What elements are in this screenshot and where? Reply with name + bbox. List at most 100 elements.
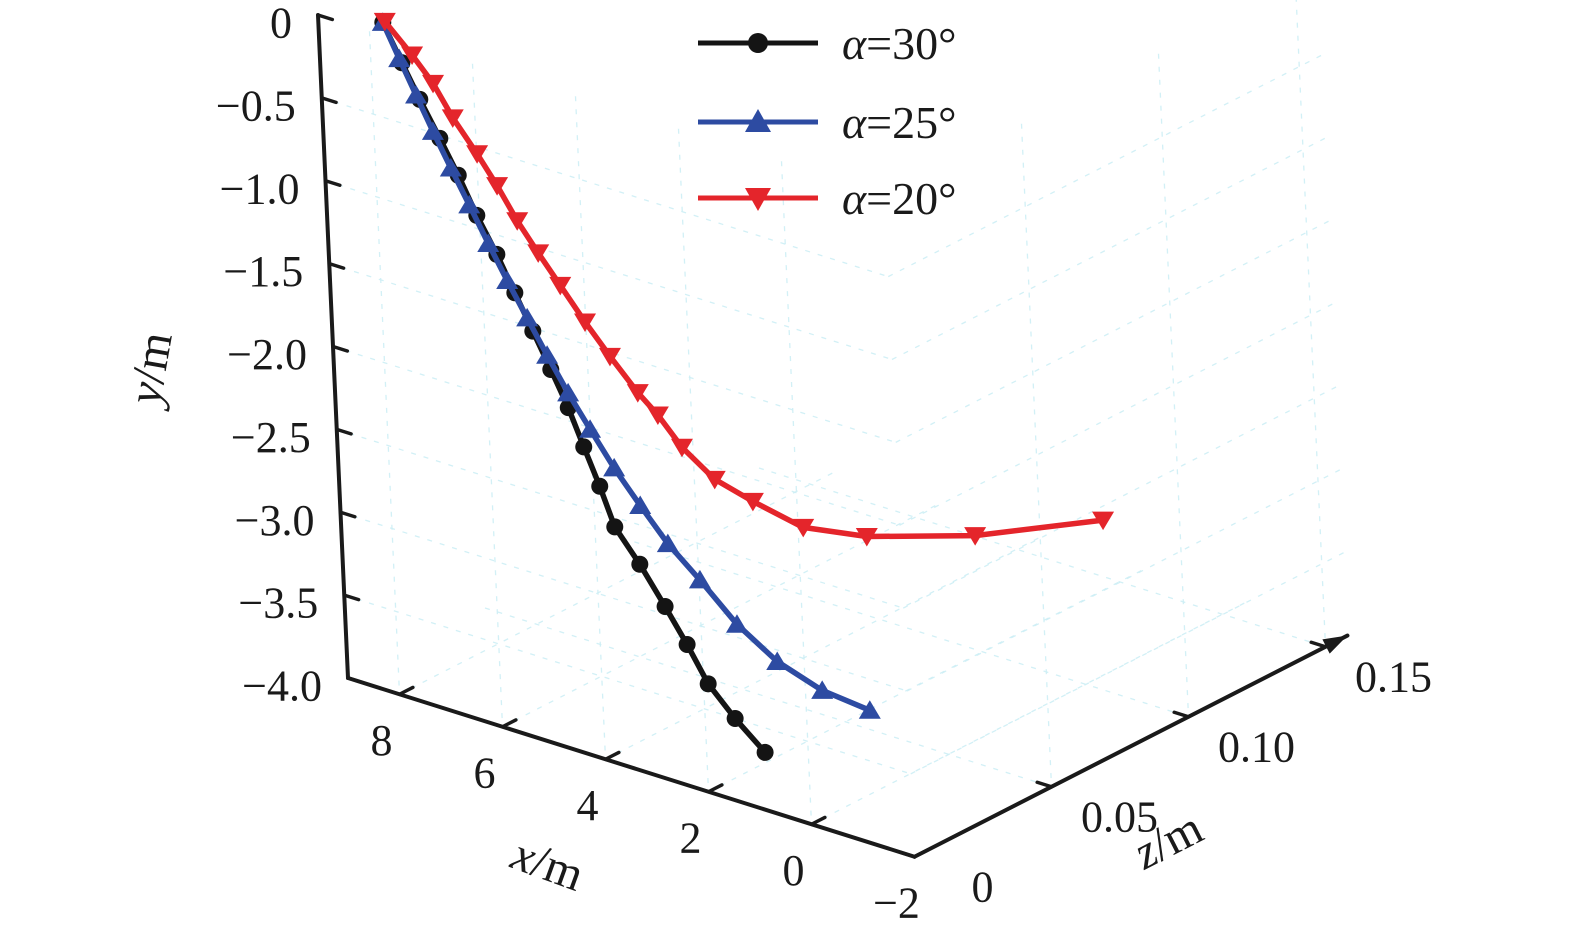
marker-triangle-down-icon [964,527,987,546]
y-axis-tick [342,593,361,602]
legend-label-value: =20° [866,173,956,224]
y-axis-title: y/m [117,328,183,413]
grid-line-y-sidewall [899,303,1333,526]
marker-triangle-down-icon [626,384,649,403]
marker-triangle-up-icon [405,84,428,104]
grid-line-z-floor [484,607,1052,788]
z-axis-tick-label: 0.10 [1218,722,1295,771]
z-axis-tick [1309,640,1328,649]
grid-line-x-floor [399,472,833,695]
y-axis-tick [327,261,346,270]
marker-triangle-up-icon [421,121,444,140]
marker-triangle-down-icon [1092,511,1115,531]
y-axis-tick [320,96,338,105]
marker-triangle-down-icon [549,276,572,296]
marker-circle-icon [575,438,593,456]
y-axis-tick-label: −3.5 [238,579,318,628]
marker-circle-icon [591,477,609,495]
grid-line-x-floor [708,569,1142,793]
grid-line-y-sidewall [910,552,1344,775]
grid-line-y-sidewall [887,54,1322,278]
legend-label-symbol: α [842,18,867,69]
grid-line-y-sidewall [895,220,1329,443]
marker-triangle-up-icon [811,680,834,699]
grid-line-y-backwall [344,594,911,775]
marker-circle-icon [631,555,649,573]
z-axis-arrowhead-icon [1322,635,1348,654]
legend-label-alpha-30: α=30° [842,18,957,69]
grid-line-y-backwall [336,428,904,609]
grid-line-y-backwall [321,97,889,278]
marker-circle-icon [699,675,717,693]
marker-triangle-up-icon [725,614,748,633]
grid-line-z-floor [621,537,1189,718]
marker-triangle-up-icon [688,569,711,589]
z-axis-tick-label: 0.15 [1355,652,1432,701]
marker-triangle-down-icon [703,470,726,490]
grid-line-z-sidewall [1020,123,1053,787]
grid-line-y-backwall [340,511,908,692]
series-curves [371,12,1115,761]
grid-line-x-floor [502,504,936,728]
marker-triangle-up-icon [496,270,519,290]
legend-label-symbol: α [842,173,867,224]
legend-item-alpha-30: α=30° [698,18,957,69]
y-axis-tick [331,344,350,353]
marker-triangle-down-icon [670,438,693,458]
legend-label-symbol: α [842,97,867,148]
marker-triangle-up-icon [629,495,652,515]
marker-triangle-up-icon [766,651,789,670]
y-axis-tick-label: −3.0 [235,496,315,545]
x-axis-tick-label: 8 [371,716,393,765]
marker-triangle-up-icon [536,345,559,364]
marker-circle-icon [606,518,624,536]
y-axis-tick-label: −2.0 [227,330,307,379]
x-axis-tick [912,848,930,859]
grid-line-y-sidewall [891,137,1326,361]
grid-line-z-sidewall [1295,0,1327,647]
marker-triangle-down-icon [855,528,878,547]
grid-line-y-backwall [325,180,893,361]
x-axis-tick [397,685,415,696]
legend-marker-circle-icon [748,33,768,53]
grid-line-x-floor [605,537,1039,760]
marker-triangle-up-icon [458,194,481,214]
marker-triangle-down-icon [401,46,424,65]
grid-line-x-floor [811,602,1245,825]
series-alpha-20 [373,12,1115,547]
y-axis-tick-label: −1.0 [220,164,300,213]
z-axis-line [912,633,1350,859]
marker-triangle-down-icon [373,12,396,32]
legend-marker-triangle-up-icon [745,109,771,132]
x-axis-tick-label: 0 [783,846,805,895]
y-axis-tick-label: −4.0 [242,662,322,711]
marker-triangle-down-icon [466,145,489,164]
y-axis-tick-label: 0 [270,0,292,48]
marker-triangle-down-icon [527,244,550,263]
marker-triangle-up-icon [656,533,679,553]
x-axis-tick-label: 6 [474,748,496,797]
legend-label-value: =30° [866,18,956,69]
marker-triangle-up-icon [516,307,539,327]
y-axis-tick [338,510,357,519]
legend-item-alpha-25: α=25° [698,97,957,148]
grid-line-y-sidewall [906,469,1341,692]
grid-line-y-backwall [332,345,900,526]
legend-label-value: =25° [866,97,956,148]
z-axis-tick [1172,710,1191,719]
x-axis-tick [809,815,827,826]
grid-line-y-backwall [329,263,896,443]
marker-triangle-up-icon [557,382,580,402]
legend-label-alpha-25: α=25° [842,97,957,148]
marker-triangle-down-icon [598,347,621,367]
y-axis-tick-label: −0.5 [216,81,296,130]
x-axis-tick [500,718,518,729]
y-axis-tick-label: −2.5 [231,413,311,462]
x-axis-tick-label: 4 [577,781,599,830]
x-axis-tick [706,783,724,794]
marker-triangle-up-icon [439,158,462,177]
marker-triangle-down-icon [486,177,509,196]
marker-circle-icon [678,635,696,653]
y-axis-title-unit: /m [121,328,182,387]
